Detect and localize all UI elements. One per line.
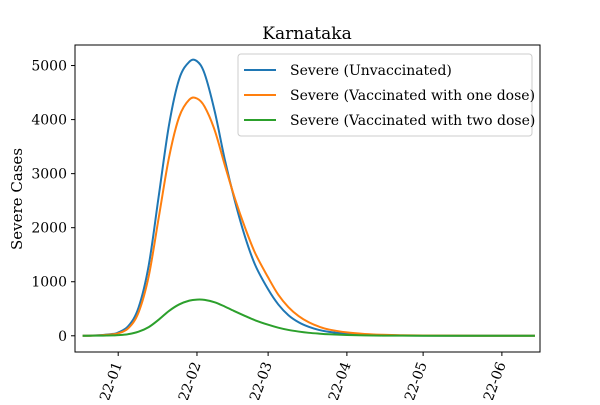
y-tick-label: 3000: [31, 167, 67, 183]
chart-title: Karnataka: [262, 24, 351, 44]
series-line-2: [82, 96, 535, 337]
y-tick-label: 4000: [31, 113, 67, 129]
y-tick-label: 5000: [31, 59, 67, 75]
x-tick-label: 2022-05: [396, 360, 431, 400]
y-axis-label: Severe Cases: [8, 148, 26, 250]
x-tick-label: 2022-02: [170, 360, 205, 400]
legend-box: [237, 53, 533, 137]
legend: Severe (Unvaccinated) Severe (Vaccinated …: [237, 53, 535, 137]
plot-area: [74, 44, 541, 353]
x-axis-ticks: 2022-01 2022-02 2022-03 2022-04 2022-05 2022-…: [91, 352, 510, 405]
x-tick-label: 2022-06: [475, 360, 510, 400]
x-tick-label: 2022-01: [91, 360, 126, 400]
y-tick-label: 2000: [31, 221, 67, 237]
series-line-3: [82, 298, 535, 337]
legend-label: Severe (Unvaccinated): [290, 63, 452, 79]
series-lines: [82, 58, 535, 337]
x-tick-label: 2022-04: [320, 360, 355, 400]
legend-label: Severe (Vaccinated with one dose): [290, 88, 535, 104]
y-axis-ticks: 0 1000 2000 3000 4000 5000: [31, 59, 75, 345]
legend-label: Severe (Vaccinated with two dose): [290, 113, 535, 129]
y-tick-label: 0: [58, 329, 67, 345]
x-tick-label: 2022-03: [241, 360, 276, 400]
y-tick-label: 1000: [31, 275, 67, 291]
